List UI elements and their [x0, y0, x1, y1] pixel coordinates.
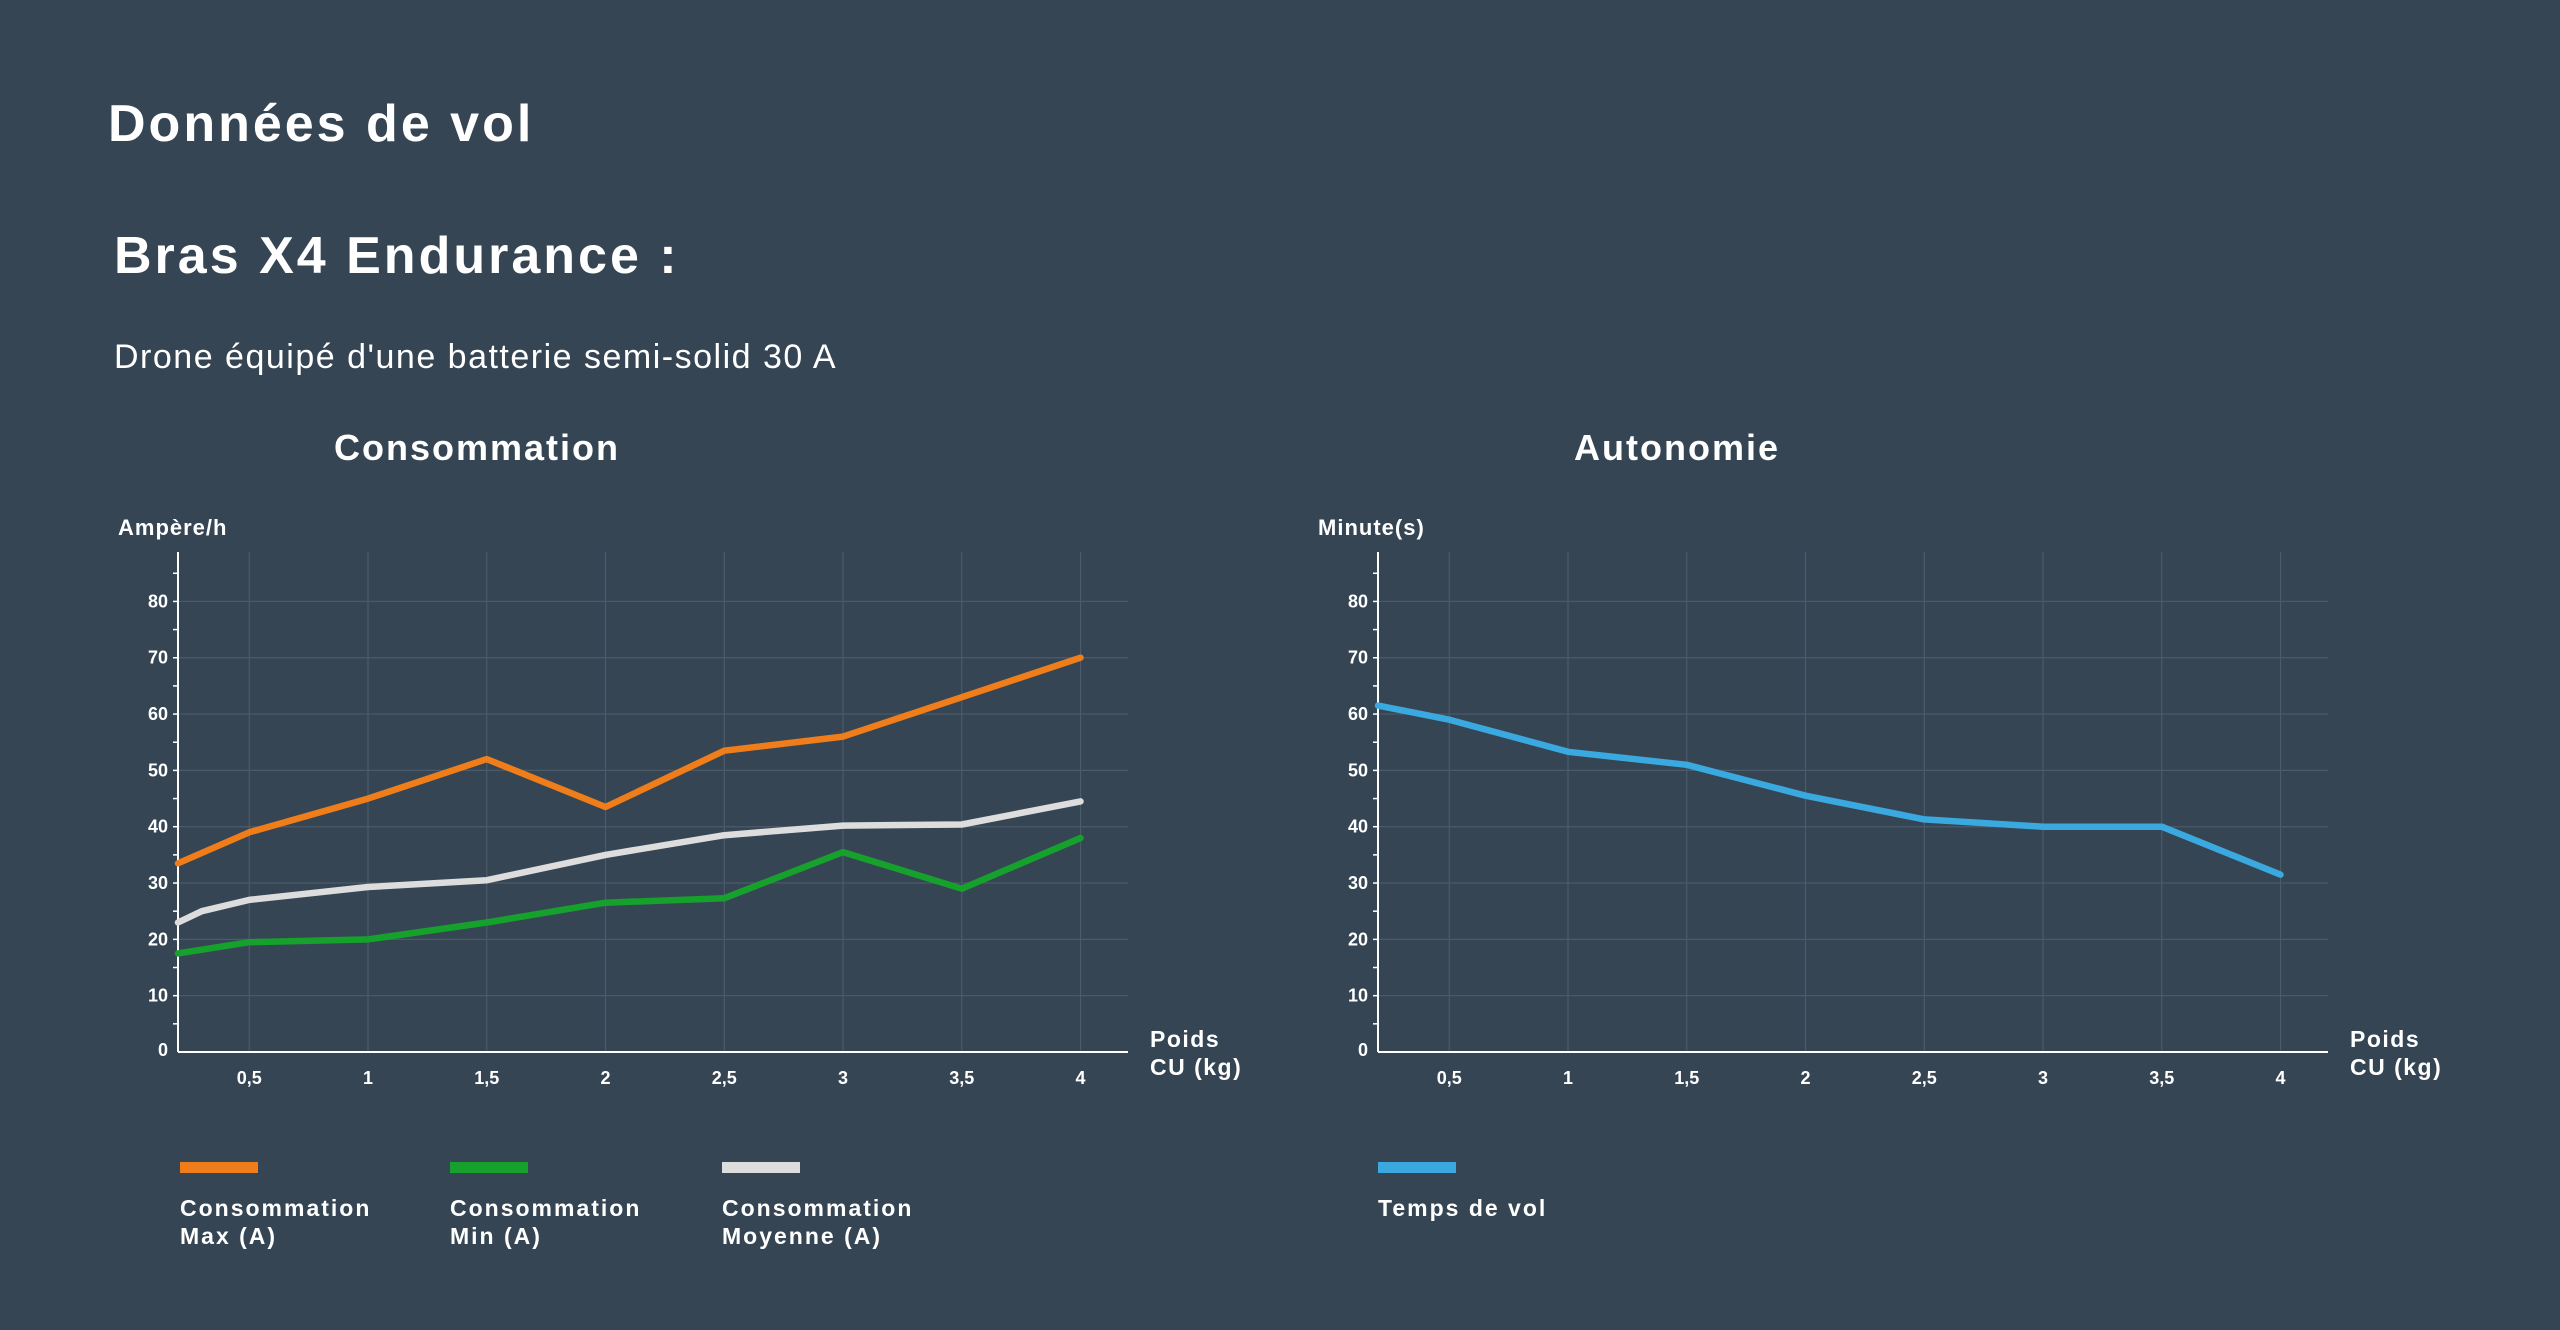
y-tick-label: 70 — [1348, 648, 1368, 668]
y-tick-label: 20 — [148, 929, 168, 949]
y-tick-label: 10 — [148, 986, 168, 1006]
series-line-2 — [174, 798, 1084, 926]
x-tick-label: 4 — [2275, 1068, 2285, 1088]
x-tick-label: 2 — [1800, 1068, 1810, 1088]
autonomie-x-axis-label: Poids — [2350, 1026, 2420, 1052]
x-tick-label: 1,5 — [474, 1068, 499, 1088]
page-title: Données de vol — [108, 95, 535, 153]
y-tick-label: 80 — [1348, 591, 1368, 611]
series-line-1 — [174, 834, 1084, 957]
legend-swatch-2 — [722, 1162, 800, 1173]
x-tick-label: 4 — [1075, 1068, 1085, 1088]
series-line-0 — [1374, 702, 2284, 878]
series-line-0 — [174, 654, 1084, 867]
legend-swatch-1 — [450, 1162, 528, 1173]
x-tick-label: 0,5 — [237, 1068, 262, 1088]
y-tick-label: 20 — [1348, 929, 1368, 949]
x-tick-label: 1 — [363, 1068, 373, 1088]
legend-label-0: Temps de vol — [1378, 1195, 1547, 1221]
legend-label-2: Moyenne (A) — [722, 1223, 882, 1249]
y-tick-label: 80 — [148, 591, 168, 611]
legend-label-2: Consommation — [722, 1195, 913, 1221]
x-tick-label: 2,5 — [1912, 1068, 1937, 1088]
y-tick-label: 50 — [1348, 760, 1368, 780]
autonomie-title: Autonomie — [1574, 427, 1780, 468]
section-title: Bras X4 Endurance : — [114, 227, 680, 285]
subtitle: Drone équipé d'une batterie semi-solid 3… — [114, 338, 838, 376]
x-tick-label: 3 — [2038, 1068, 2048, 1088]
legend-label-0: Consommation — [180, 1195, 371, 1221]
x-tick-label: 3,5 — [949, 1068, 974, 1088]
y-tick-label: 50 — [148, 760, 168, 780]
y-tick-label: 60 — [148, 704, 168, 724]
y-tick-label: 0 — [158, 1040, 168, 1060]
x-tick-label: 3,5 — [2149, 1068, 2174, 1088]
y-tick-label: 40 — [148, 817, 168, 837]
legend-label-1: Min (A) — [450, 1223, 542, 1249]
autonomie-y-axis-label: Minute(s) — [1318, 515, 1425, 540]
legend-swatch-0 — [1378, 1162, 1456, 1173]
consommation-x-axis-label: Poids — [1150, 1026, 1220, 1052]
legend-swatch-0 — [180, 1162, 258, 1173]
autonomie-chart: Autonomie Minute(s) 0 10 20 30 40 50 60 70 80 0,5 1 1… — [1318, 427, 2441, 1221]
legend-label-1: Consommation — [450, 1195, 641, 1221]
x-tick-label: 2 — [600, 1068, 610, 1088]
x-tick-label: 1,5 — [1674, 1068, 1699, 1088]
consommation-title: Consommation — [334, 427, 620, 468]
consommation-y-axis-label: Ampère/h — [118, 515, 227, 540]
y-tick-label: 10 — [1348, 986, 1368, 1006]
legend-label-0: Max (A) — [180, 1223, 277, 1249]
x-tick-label: 2,5 — [712, 1068, 737, 1088]
x-tick-label: 0,5 — [1437, 1068, 1462, 1088]
y-tick-label: 40 — [1348, 817, 1368, 837]
consommation-x-axis-label: CU (kg) — [1150, 1054, 1242, 1080]
y-tick-label: 30 — [148, 873, 168, 893]
x-tick-label: 1 — [1563, 1068, 1573, 1088]
y-tick-label: 0 — [1358, 1040, 1368, 1060]
y-tick-label: 60 — [1348, 704, 1368, 724]
y-tick-label: 30 — [1348, 873, 1368, 893]
y-tick-label: 70 — [148, 648, 168, 668]
consommation-chart: Consommation Ampère/h 0 10 20 30 40 50 60 70 80 0,5… — [118, 427, 1241, 1249]
x-tick-label: 3 — [838, 1068, 848, 1088]
autonomie-x-axis-label: CU (kg) — [2350, 1054, 2442, 1080]
